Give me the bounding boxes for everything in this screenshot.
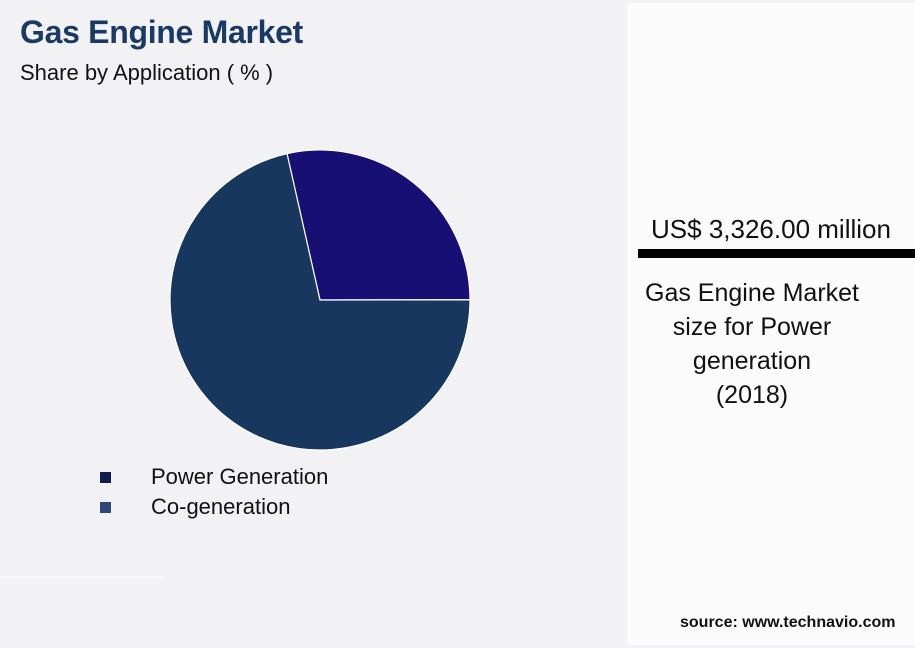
separator-bar [638, 249, 915, 258]
chart-title: Gas Engine Market [20, 14, 303, 50]
chart-subtitle: Share by Application ( % ) [20, 60, 274, 85]
legend: Power Generation Co-generation [100, 462, 328, 522]
caption-line: Gas Engine Market [645, 279, 859, 307]
pie-chart [169, 149, 471, 451]
legend-swatch-icon [100, 471, 111, 483]
side-panel [627, 3, 915, 645]
legend-label: Co-generation [151, 494, 291, 519]
legend-item-co-generation: Co-generation [100, 492, 328, 522]
market-size-value: US$ 3,326.00 million [651, 214, 891, 244]
legend-label: Power Generation [151, 464, 329, 489]
legend-item-power-generation: Power Generation [100, 462, 328, 492]
caption-line: size for Power [672, 313, 832, 341]
market-size-caption: Gas Engine Market size for Power generat… [627, 276, 877, 412]
divider [0, 576, 165, 578]
legend-swatch-icon [100, 501, 111, 513]
caption-line: (2018) [715, 381, 789, 409]
pie-slices [169, 149, 471, 451]
caption-line: generation [692, 347, 812, 375]
source-credit: source: www.technavio.com [680, 614, 896, 631]
pie-slice-co-generation [286, 149, 471, 301]
pie-slice-power-generation [169, 152, 471, 451]
